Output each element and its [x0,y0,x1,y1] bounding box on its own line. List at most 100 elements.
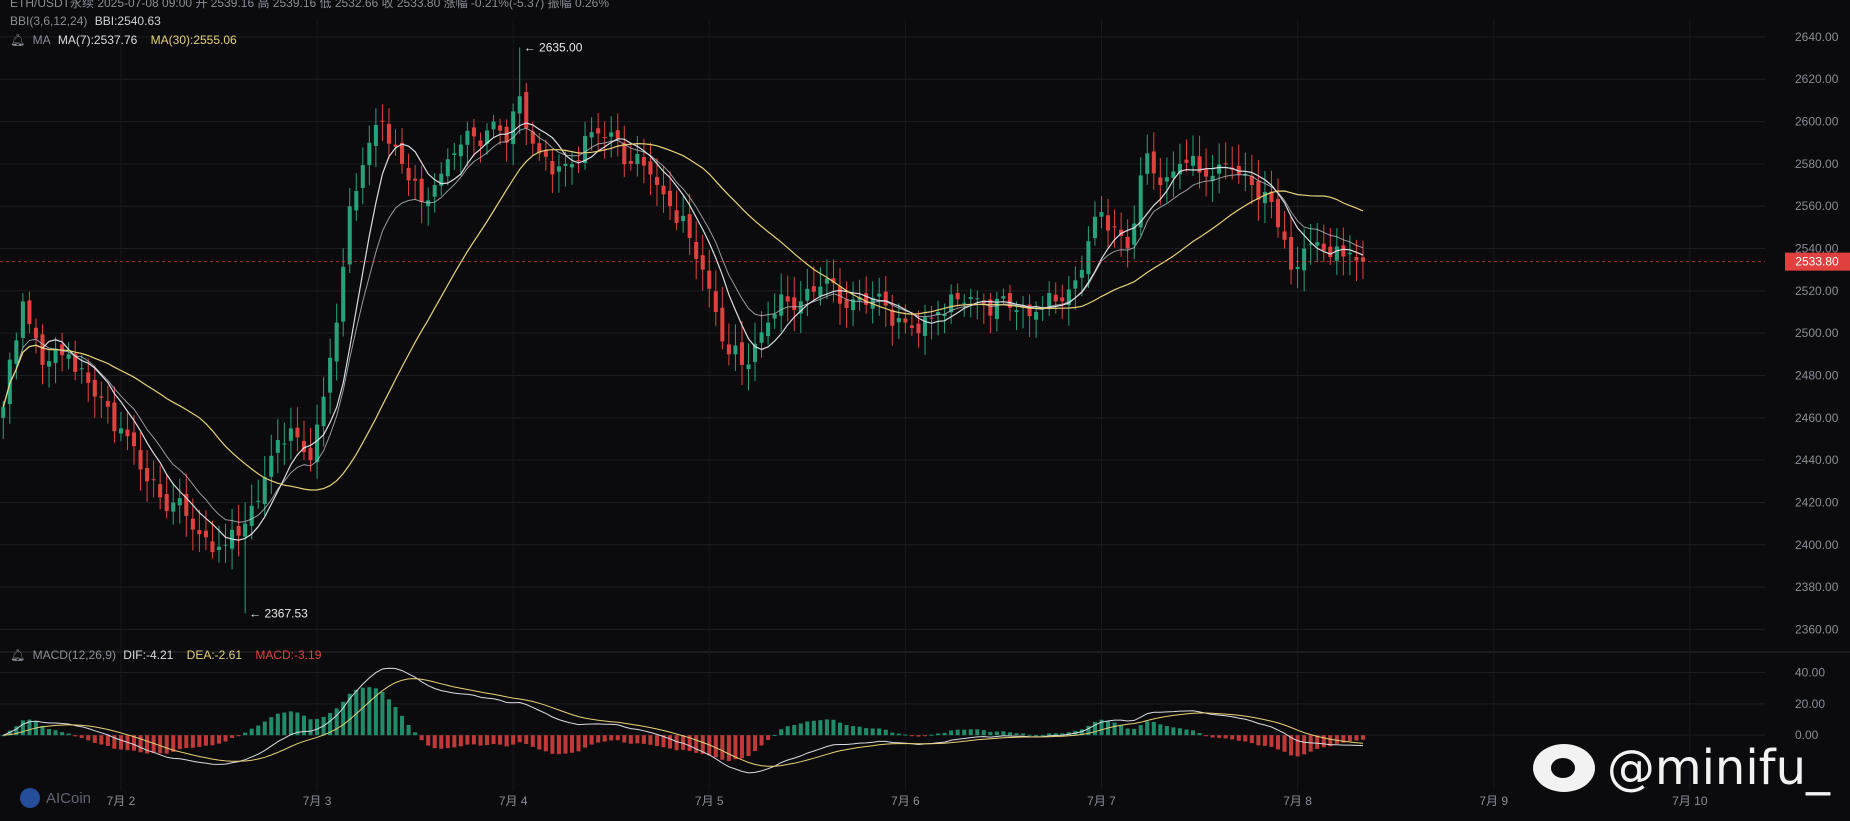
macd-histogram-bar [164,735,169,754]
candle-body [609,132,614,137]
candle-body [530,131,535,144]
candle-body [890,309,895,326]
ma-legend[interactable]: 🔔︎ MA MA(7):2537.76 MA(30):2555.06 [10,33,247,47]
candle-body [922,317,928,336]
macd-histogram-bar [726,735,731,761]
macd-histogram-bar [210,735,215,746]
candle-body [203,530,208,538]
candle-body [432,185,437,197]
candle-body [857,297,862,301]
macd-histogram-bar [1086,725,1091,736]
macd-histogram-bar [354,689,359,736]
macd-histogram-bar [1275,735,1281,750]
candle-body [7,359,12,405]
price-tick-label: 2580.00 [1795,157,1839,171]
macd-histogram-bar [1223,735,1228,739]
macd-histogram-bar [739,735,744,759]
macd-histogram-bar [203,735,208,746]
macd-histogram-bar [1007,732,1012,736]
macd-histogram-bar [530,735,535,747]
candle-body [700,255,705,270]
macd-histogram-bar [890,732,895,736]
weibo-icon [1532,744,1595,792]
macd-name: MACD(12,26,9) [32,648,116,662]
ma7-value: MA(7):2537.76 [57,33,138,47]
bbi-name: BBI(3,6,12,24) [10,14,88,28]
candle-body [262,477,267,505]
time-tick-label: 7月 4 [499,794,528,808]
candle-body [158,484,163,498]
macd-histogram-bar [648,735,653,745]
candle-body [916,323,921,334]
macd-histogram-bar [936,733,941,736]
macd-histogram-bar [478,735,483,746]
macd-histogram-bar [1,735,6,737]
macd-histogram-bar [60,732,65,736]
candle-body [360,165,365,188]
candle-body [1289,237,1294,270]
time-tick-label: 7月 5 [695,794,724,808]
candle-body [824,278,829,284]
macd-histogram-bar [1334,735,1339,744]
candle-body [733,345,738,355]
bbi-legend[interactable]: BBI(3,6,12,24) BBI:2540.63 [10,14,171,28]
candle-body [484,130,490,144]
bbi-value: BBI:2540.63 [94,14,161,28]
macd-histogram-bar [922,735,928,737]
candle-body [694,241,699,259]
candle-body [1269,191,1274,202]
price-tick-label: 2360.00 [1795,622,1839,636]
candle-body [47,361,52,367]
candle-body [1079,269,1084,278]
candle-body [1073,280,1078,289]
macd-histogram-bar [733,735,738,760]
candle-body [1034,312,1039,320]
macd-histogram-bar [687,735,692,752]
candle-body [354,191,359,211]
macd-histogram-bar [190,735,195,748]
macd-histogram-bar [275,713,280,736]
macd-histogram-bar [1079,729,1084,736]
macd-legend[interactable]: 🔔︎ MACD(12,26,9) DIF:-4.21 DEA:-2.61 MAC… [10,648,331,662]
macd-histogram-bar [426,735,431,746]
candle-body [596,128,601,134]
macd-histogram-bar [236,735,241,737]
candle-body [628,160,633,164]
bell-icon[interactable]: 🔔︎ [10,33,26,47]
macd-dea: DEA:-2.61 [186,648,243,662]
price-tick-label: 2600.00 [1795,115,1839,129]
macd-histogram-bar [837,722,843,736]
macd-histogram-bar [576,735,581,752]
price-tick-label: 2380.00 [1795,580,1839,594]
candle-body [275,440,280,453]
macd-histogram-bar [1099,719,1104,736]
macd-histogram-bar [1190,730,1196,736]
candle-body [1047,292,1052,310]
candle-body [1053,294,1058,302]
macd-histogram-bar [269,717,274,736]
macd-histogram-bar [909,735,914,737]
candle-body [994,298,999,319]
candle-body [491,121,496,130]
macd-histogram-bar [47,729,52,736]
candle-body [216,546,222,551]
candle-body [504,126,509,143]
candle-body [648,161,653,175]
candle-body [86,372,91,383]
candle-body [792,297,797,311]
macd-histogram-bar [851,726,856,736]
candle-body [171,502,176,512]
macd-histogram-bar [511,735,516,745]
candle-body [1302,248,1307,271]
macd-histogram-bar [1112,722,1117,736]
candle-body [177,498,182,506]
bell-icon[interactable]: 🔔︎ [10,648,26,662]
macd-histogram-bar [131,735,137,751]
macd-histogram-bar [1132,728,1137,736]
candle-body [1138,175,1143,228]
macd-histogram-bar [1341,735,1346,743]
candle-body [138,450,143,470]
macd-histogram-bar [360,687,365,736]
